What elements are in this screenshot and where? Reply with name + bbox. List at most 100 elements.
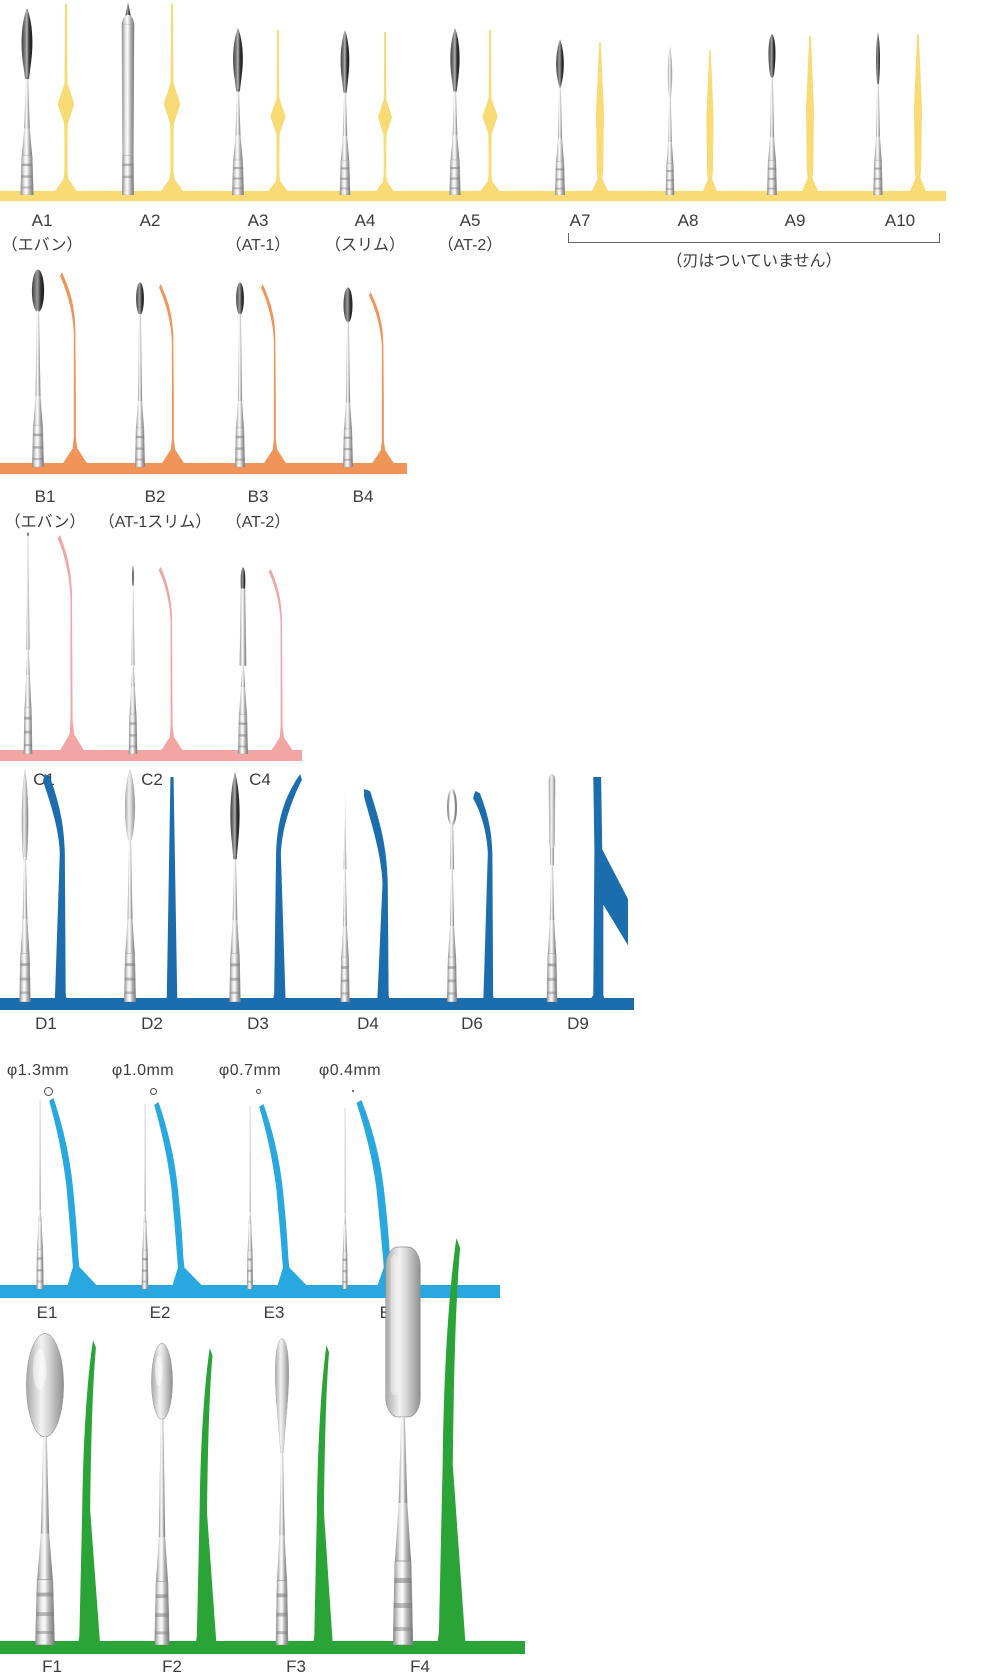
tip-silhouette-b2 [159, 284, 186, 468]
item-label-a2: A2 [139, 211, 161, 230]
item-label-b4: B4 [352, 487, 374, 506]
instrument-photo-c2 [128, 565, 138, 754]
tip-silhouette-e3 [259, 1104, 310, 1290]
instrument-photo-d9 [546, 774, 558, 1002]
tip-silhouette-d2 [166, 777, 178, 1003]
tip-silhouette-a3 [266, 30, 290, 196]
tip-silhouette-e1 [49, 1098, 100, 1290]
tip-silhouette-c2 [158, 567, 185, 755]
diameter-dot-e2 [149, 1087, 157, 1095]
item-label-d3: D3 [247, 1014, 269, 1033]
instrument-photo-d4 [340, 788, 350, 1002]
series-d-baseline-bar [0, 998, 634, 1010]
item-label-f4: F4 [410, 1657, 430, 1672]
item-label-d9: D9 [567, 1014, 589, 1033]
item-label-d6: D6 [461, 1014, 483, 1033]
item-label-e1: E1 [36, 1303, 58, 1322]
diameter-dot-e4 [351, 1089, 355, 1093]
instrument-photo-d3 [229, 772, 241, 1002]
tip-silhouette-e4 [356, 1100, 415, 1290]
tip-silhouette-d6 [473, 791, 495, 1003]
item-label-c2: C2 [141, 770, 163, 789]
instrument-photo-f3 [275, 1338, 289, 1645]
tip-silhouette-f1 [77, 1340, 101, 1646]
item-label-e3: E3 [263, 1303, 285, 1322]
diameter-dot-e3 [255, 1088, 261, 1094]
instrument-photo-a10 [873, 31, 883, 195]
tip-silhouette-f4 [437, 1238, 466, 1646]
item-sublabel-b3: （AT-2） [225, 514, 291, 531]
tip-silhouette-f3 [313, 1345, 333, 1646]
instrument-photo-e2 [141, 1104, 149, 1289]
item-label-f3: F3 [286, 1657, 306, 1672]
item-label-e2: E2 [149, 1303, 171, 1322]
instrument-photo-a1 [20, 8, 34, 195]
tip-silhouette-d3 [272, 774, 302, 1003]
instrument-photo-b1 [31, 269, 45, 467]
item-label-a10: A10 [884, 211, 916, 230]
item-label-d4: D4 [357, 1014, 379, 1033]
tip-silhouette-d1 [43, 774, 68, 1003]
instrument-photo-a7 [555, 39, 565, 195]
instrument-photo-d1 [19, 770, 31, 1002]
instrument-photo-a2 [121, 2, 135, 195]
instrument-photo-c4 [238, 566, 248, 754]
series-c-baseline-bar [0, 750, 302, 761]
tip-silhouette-e2 [154, 1102, 205, 1290]
item-sublabel-b1: （エバン） [4, 514, 86, 531]
instrument-photo-b2 [135, 282, 145, 467]
tip-silhouette-a2 [160, 4, 184, 196]
item-label-c4: C4 [249, 770, 271, 789]
item-sublabel-b2: （AT-1スリム） [98, 514, 212, 531]
item-label-a5: A5 [459, 211, 481, 230]
tip-silhouette-a9 [800, 36, 820, 196]
instrument-photo-c1 [23, 532, 33, 754]
item-label-f2: F2 [162, 1657, 182, 1672]
tip-silhouette-f2 [195, 1348, 217, 1646]
tip-silhouette-a1 [54, 4, 78, 196]
diameter-label-e2: φ1.0mm [111, 1062, 175, 1079]
instrument-photo-a9 [767, 33, 777, 195]
instrument-photo-d2 [124, 770, 136, 1002]
item-label-a7: A7 [569, 211, 591, 230]
item-sublabel-a3: （AT-1） [225, 237, 291, 254]
item-label-d2: D2 [141, 1014, 163, 1033]
tip-silhouette-a7 [590, 42, 610, 196]
item-label-d1: D1 [35, 1014, 57, 1033]
tip-silhouette-c4 [268, 569, 295, 755]
diameter-dot-e1 [43, 1086, 53, 1096]
item-sublabel-a1: （エバン） [1, 237, 83, 254]
tip-silhouette-b4 [369, 292, 396, 468]
item-label-a4: A4 [354, 211, 376, 230]
instrument-photo-a3 [232, 28, 244, 195]
tip-silhouette-a5 [478, 30, 502, 196]
tip-silhouette-a8 [701, 50, 719, 196]
instrument-photo-f1 [26, 1333, 64, 1645]
item-label-a8: A8 [677, 211, 699, 230]
diameter-label-e4: φ0.4mm [318, 1062, 382, 1079]
instrument-photo-a4 [339, 30, 351, 195]
instrument-photo-e4 [342, 1108, 348, 1289]
instrument-photo-b3 [235, 282, 245, 467]
tip-silhouette-a10 [908, 34, 928, 196]
instrument-photo-e1 [36, 1100, 44, 1289]
instrument-photo-e3 [247, 1106, 253, 1289]
series-b-baseline-bar [0, 463, 407, 474]
instrument-photo-f2 [151, 1343, 173, 1645]
item-label-a3: A3 [247, 211, 269, 230]
tip-silhouette-b3 [261, 284, 288, 468]
instrument-photo-f4 [385, 1246, 421, 1645]
item-label-a9: A9 [784, 211, 806, 230]
tip-silhouette-d4 [364, 789, 391, 1003]
instrument-photo-a5 [449, 28, 461, 195]
no-blade-bracket [568, 233, 940, 243]
item-label-b2: B2 [144, 487, 166, 506]
tip-silhouette-a4 [374, 32, 396, 196]
item-label-b1: B1 [34, 487, 56, 506]
